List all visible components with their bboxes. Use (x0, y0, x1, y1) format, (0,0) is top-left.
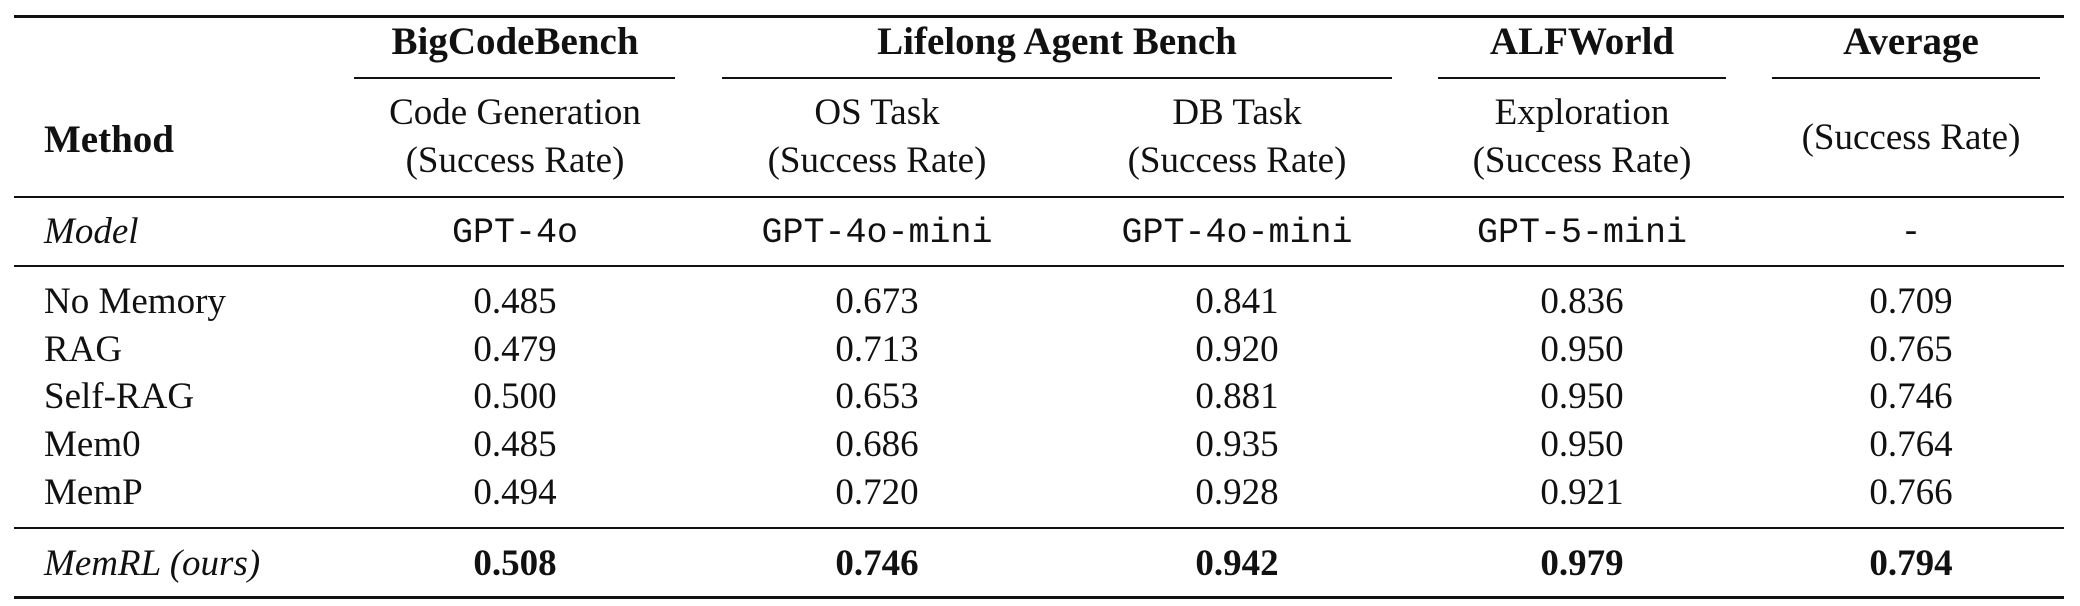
model-db-task: GPT-4o-mini (1121, 213, 1353, 253)
method-header: Method (44, 118, 174, 161)
table-cell-best: 0.508 (473, 543, 557, 584)
group-header-alfworld: ALFWorld (1489, 20, 1675, 63)
table-cell: 0.921 (1540, 472, 1624, 513)
model-average: - (1900, 213, 1922, 253)
table-cell: 0.746 (1869, 376, 1953, 417)
table-cell: 0.720 (835, 472, 919, 513)
table-cell: 0.950 (1540, 376, 1624, 417)
baseline-rule (14, 527, 2064, 529)
group-header-lifelong-agent-bench: Lifelong Agent Bench (877, 20, 1237, 63)
table-cell: 0.479 (473, 329, 557, 370)
model-bigcodebench: GPT-4o (451, 213, 579, 253)
table-cell: 0.713 (835, 329, 919, 370)
table-cell: 0.881 (1195, 376, 1279, 417)
table-cell: 0.673 (835, 281, 919, 322)
subcol-code-generation-line1: Code Generation (389, 92, 641, 133)
table-cell: 0.653 (835, 376, 919, 417)
model-row-label: Model (44, 211, 139, 252)
bottom-rule (14, 596, 2064, 599)
table-cell: 0.766 (1869, 472, 1953, 513)
subcol-db-task-line2: (Success Rate) (1127, 140, 1347, 181)
subcol-os-task-line2: (Success Rate) (767, 140, 987, 181)
table-cell: 0.686 (835, 424, 919, 465)
group-rule-bigcodebench (354, 77, 675, 79)
table-cell: 0.500 (473, 376, 557, 417)
group-header-bigcodebench: BigCodeBench (391, 20, 639, 63)
group-rule-average (1772, 77, 2040, 79)
table-cell: 0.920 (1195, 329, 1279, 370)
header-rule (14, 196, 2064, 198)
table-cell: 0.485 (473, 424, 557, 465)
table-cell-best: 0.746 (835, 543, 919, 584)
table-cell: 0.950 (1540, 329, 1624, 370)
row-method-no-memory: No Memory (44, 281, 226, 322)
model-os-task: GPT-4o-mini (761, 213, 993, 253)
row-method-rag: RAG (44, 329, 123, 370)
table-cell: 0.950 (1540, 424, 1624, 465)
subcol-exploration-line2: (Success Rate) (1472, 140, 1692, 181)
group-rule-lifelong (722, 77, 1392, 79)
table-cell: 0.764 (1869, 424, 1953, 465)
row-method-self-rag: Self-RAG (44, 376, 195, 417)
row-method-mem0: Mem0 (44, 424, 141, 465)
table-cell: 0.494 (473, 472, 557, 513)
row-method-memrl-ours: MemRL (ours) (44, 543, 261, 584)
table-cell: 0.836 (1540, 281, 1624, 322)
group-header-average: Average (1843, 20, 1979, 63)
subcol-db-task-line1: DB Task (1172, 92, 1302, 133)
model-rule (14, 265, 2064, 267)
table-cell: 0.935 (1195, 424, 1279, 465)
table-cell: 0.485 (473, 281, 557, 322)
table-cell-best: 0.942 (1195, 543, 1279, 584)
model-alfworld: GPT-5-mini (1476, 213, 1688, 253)
subcol-exploration-line1: Exploration (1494, 92, 1670, 133)
table-cell: 0.765 (1869, 329, 1953, 370)
subcol-code-generation-line2: (Success Rate) (405, 140, 625, 181)
group-rule-alfworld (1438, 77, 1726, 79)
row-method-memp: MemP (44, 472, 143, 513)
table-cell: 0.928 (1195, 472, 1279, 513)
table-cell-best: 0.979 (1540, 543, 1624, 584)
top-rule (14, 15, 2064, 18)
subcol-average-line2: (Success Rate) (1801, 117, 2021, 158)
table-cell: 0.841 (1195, 281, 1279, 322)
table-cell: 0.709 (1869, 281, 1953, 322)
subcol-os-task-line1: OS Task (814, 92, 940, 133)
table-cell-best: 0.794 (1869, 543, 1953, 584)
